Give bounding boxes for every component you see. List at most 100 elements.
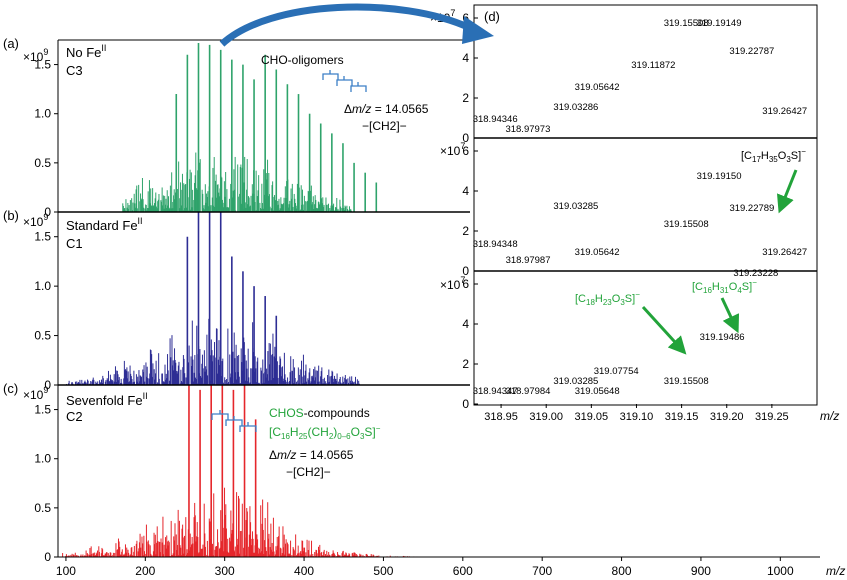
left-axes (57, 39, 820, 558)
x-tick-label: 319.25 (755, 411, 789, 423)
arrow-c17 (776, 169, 798, 214)
y-tick-label: 0 (44, 550, 51, 564)
peak-label: 319.19149 (697, 18, 742, 29)
y-tick-label: 0 (462, 131, 469, 145)
peak-label: 319.19150 (697, 171, 742, 182)
sample-label-b: Standard FeII (66, 216, 143, 233)
peak-label: 319.22787 (729, 46, 774, 57)
x-tick-label: 318.95 (484, 411, 518, 423)
arrow-c16 (720, 297, 740, 334)
y-tick-label: 1.5 (34, 58, 51, 72)
x-tick-label: 1000 (767, 564, 794, 578)
sample-code-a: C3 (66, 63, 83, 78)
y-tick-label: 0 (462, 397, 469, 411)
dmz-c: Δm/z = 14.0565 (269, 448, 354, 462)
x-tick-label: 600 (453, 564, 473, 578)
sample-label-a: No FeII (66, 43, 106, 60)
ch2-a: −[CH2]− (362, 119, 407, 133)
sample-label-c: Sevenfold FeII (66, 391, 148, 408)
bracket-c (211, 410, 257, 432)
peak-label: 318.94346 (473, 114, 518, 125)
y-tick-label: 0.5 (34, 156, 51, 170)
y-tick-label: 4 (462, 317, 469, 331)
peak-label: 319.05642 (575, 82, 620, 93)
peak-label: 318.94348 (473, 239, 518, 250)
y-tick-label: 2 (462, 91, 469, 105)
panel-d-frame (473, 4, 818, 406)
peak-label: 319.11872 (631, 60, 675, 71)
y-tick-label: 1.0 (34, 279, 51, 293)
ch2-c: −[CH2]− (286, 465, 331, 479)
x-tick-label: 100 (56, 564, 76, 578)
y-tick-label: 0 (462, 264, 469, 278)
y-tick-label: 0 (44, 378, 51, 392)
y-exponent-b: ×109 (23, 212, 48, 229)
peak-label: 319.05642 (575, 247, 620, 258)
y-tick-label: 0.5 (34, 501, 51, 515)
spectrum-a (121, 42, 378, 212)
right-x-ticks: 318.95 319.00 319.05 319.10 319.15 319.20 319.… (484, 404, 789, 423)
y-exponent-c: ×109 (23, 385, 48, 402)
spectrum-c (61, 385, 448, 557)
y-tick-label: 2 (462, 224, 469, 238)
peak-label: 318.97984 (506, 386, 551, 397)
peak-label: 319.26427 (762, 247, 807, 258)
right-axes (474, 137, 817, 272)
zoom-arrow (219, 3, 472, 47)
zoom-arrowhead (462, 16, 494, 44)
y-tick-label: 2 (462, 357, 469, 371)
x-tick-label: 300 (215, 564, 235, 578)
peak-label: 319.03285 (553, 376, 598, 387)
x-tick-label: 319.10 (620, 411, 654, 423)
x-tick-label: 319.15 (665, 411, 699, 423)
peak-label: 319.22789 (729, 203, 774, 214)
y-tick-label: 6 (462, 277, 469, 291)
panel-label-d: (d) (484, 9, 500, 24)
x-tick-label: 319.00 (529, 411, 563, 423)
y-tick-label: 0.5 (34, 329, 51, 343)
bracket-a (322, 70, 367, 92)
x-tick-label: 800 (612, 564, 632, 578)
peak-label: 319.15508 (664, 376, 709, 387)
x-tick-label: 319.20 (710, 411, 744, 423)
y-exponent-d-middle: ×107 (440, 141, 465, 158)
y-tick-label: 6 (462, 144, 469, 158)
sample-code-b: C1 (66, 236, 83, 251)
dmz-a: Δm/z = 14.0565 (344, 102, 429, 116)
y-exponent-a: ×109 (23, 47, 48, 64)
y-tick-label: 4 (462, 184, 469, 198)
arrow-c18 (641, 305, 687, 355)
x-tick-label: 319.05 (575, 411, 609, 423)
left-y-ticks: 0 0.5 1.0 1.5 0 0.5 1.0 1.5 0 0.5 1.0 1.5 (34, 58, 58, 564)
peak-label: 319.03286 (553, 102, 598, 113)
y-tick-label: 1.5 (34, 403, 51, 417)
peak-label: 319.03285 (553, 201, 598, 212)
y-tick-label: 4 (462, 51, 469, 65)
peak-label: 319.26427 (762, 106, 807, 117)
peak-label: 319.15508 (664, 18, 709, 29)
y-tick-label: 1.0 (34, 452, 51, 466)
panel-label-a: (a) (3, 36, 19, 51)
peak-label: 318.94347 (473, 386, 518, 397)
left-x-ticks: 100 200 300 400 500 600 700 800 900 1000 (56, 557, 794, 578)
peak-label: 318.97987 (506, 255, 551, 266)
x-tick-label: 900 (691, 564, 711, 578)
peak-label: 319.23228 (733, 268, 778, 279)
spectrum-b (65, 212, 360, 385)
y-exponent-d-bottom: ×107 (440, 275, 465, 292)
peak-label: 319.07754 (594, 366, 639, 377)
x-axis-label-right: m/z (820, 409, 839, 423)
panel-label-c: (c) (3, 381, 18, 396)
peak-label: 319.15508 (664, 219, 709, 230)
panel-label-b: (b) (3, 208, 19, 223)
x-axis-label-left: m/z (826, 564, 845, 578)
y-tick-label: 0 (44, 205, 51, 219)
annotation-chos-compounds: CHOS-compounds (269, 406, 370, 420)
x-tick-label: 500 (373, 564, 393, 578)
annotation-cho-oligomers: CHO-oligomers (261, 53, 344, 67)
sample-code-c: C2 (66, 409, 83, 424)
peak-label: 319.19486 (700, 332, 745, 343)
chos-formula: [C16H25(CH2)0–6O3S]− (269, 424, 381, 441)
